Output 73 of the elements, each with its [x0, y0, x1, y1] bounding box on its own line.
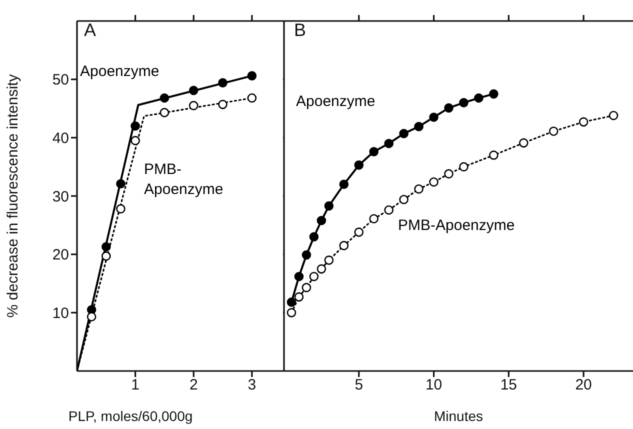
point: [459, 98, 468, 108]
point: [86, 312, 96, 322]
series-label: PMB-Apoenzyme: [398, 216, 516, 236]
point: [354, 160, 364, 170]
point: [324, 201, 334, 211]
point: [116, 204, 126, 214]
point: [188, 86, 198, 96]
point: [130, 136, 140, 146]
point: [294, 292, 304, 302]
point: [286, 308, 296, 318]
point: [399, 128, 408, 138]
y-tick-label: 40: [52, 130, 69, 147]
x-axis-title: PLP, moles/60,000g: [68, 408, 193, 424]
point: [218, 78, 228, 88]
annotation: B: [294, 20, 306, 41]
point: [218, 100, 228, 110]
point: [302, 282, 312, 292]
point: [369, 147, 379, 156]
point: [324, 256, 334, 265]
point: [309, 232, 319, 242]
y-axis-title: % decrease in fluorescence intensity: [4, 74, 22, 318]
y-tick-label: 20: [52, 246, 69, 264]
point: [384, 138, 394, 148]
point: [286, 298, 296, 307]
point: [384, 205, 394, 215]
point: [369, 214, 379, 224]
point: [160, 93, 170, 103]
y-tick-label: 50: [52, 72, 69, 89]
point: [309, 272, 319, 282]
text: Apoenzyme: [296, 92, 376, 112]
annotation: A: [84, 20, 96, 41]
x-tick-label: 10: [425, 376, 442, 394]
point: [459, 162, 468, 172]
point: [102, 242, 111, 252]
series-label: Apoenzyme: [80, 62, 160, 82]
point: [294, 272, 304, 282]
point: [399, 194, 408, 204]
x-axis-title: Minutes: [434, 408, 484, 424]
y-tick-label: 30: [52, 188, 69, 206]
x-tick-label: 15: [500, 376, 518, 394]
point: [160, 108, 170, 118]
point: [444, 169, 454, 178]
x-tick-label: 5: [354, 376, 364, 394]
x-tick-label: 3: [248, 376, 256, 394]
point: [316, 216, 326, 226]
point: [429, 177, 438, 187]
point: [519, 138, 528, 148]
point: [414, 122, 424, 132]
point: [608, 110, 618, 120]
y-tick-label: 10: [52, 304, 69, 322]
point: [188, 100, 198, 110]
point: [578, 117, 588, 127]
point: [302, 250, 312, 260]
point: [429, 112, 438, 122]
x-tick-label: 20: [575, 376, 592, 394]
point: [489, 89, 498, 99]
x-tick-label: 2: [189, 376, 198, 394]
point: [489, 150, 498, 160]
series-label: PMB-Apoenzyme: [144, 160, 224, 200]
point: [414, 184, 424, 194]
point: [116, 179, 126, 188]
point: [548, 126, 558, 136]
point: [339, 240, 349, 250]
point: [316, 264, 326, 274]
point: [247, 71, 257, 80]
point: [444, 103, 454, 113]
point: [247, 93, 257, 103]
point: [130, 121, 140, 131]
x-tick-label: 1: [131, 376, 140, 394]
point: [339, 180, 349, 189]
point: [354, 228, 364, 237]
point: [102, 251, 111, 261]
point: [474, 93, 484, 103]
